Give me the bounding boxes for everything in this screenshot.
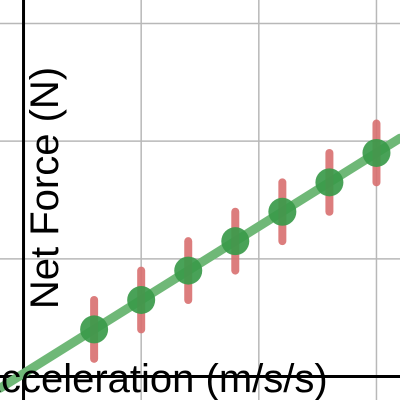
x-axis-label: Acceleration (m/s/s)	[0, 357, 328, 400]
data-point	[268, 197, 297, 226]
data-point	[174, 256, 203, 285]
data-point	[362, 138, 391, 167]
y-axis-label: Net Force (N)	[23, 67, 67, 309]
data-point	[80, 315, 109, 344]
data-point	[127, 286, 156, 314]
data-point	[221, 227, 250, 256]
data-point	[315, 168, 344, 197]
